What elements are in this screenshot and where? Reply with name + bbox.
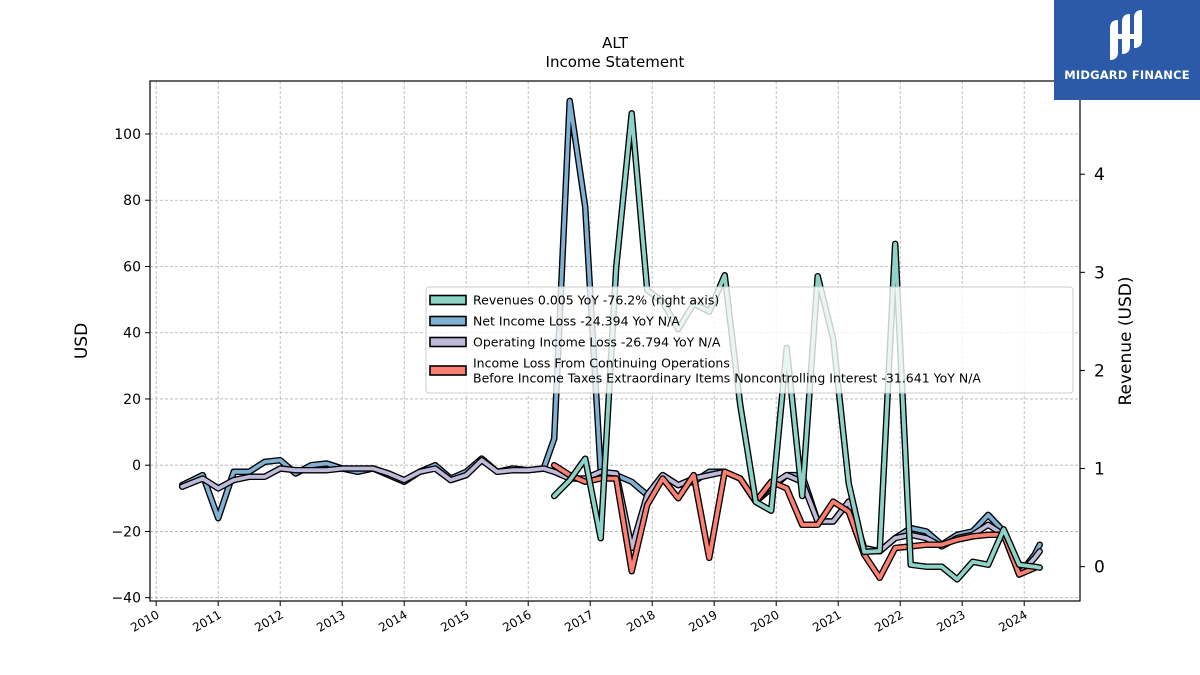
x-tick-label: 2014: [376, 607, 409, 634]
legend-entry: Income Loss From Continuing Operations: [473, 356, 730, 371]
x-axis: 2010 2011 2012 2013 2014 2015 2016 2017 2018 2019…: [128, 601, 1030, 635]
legend-swatch: [429, 336, 467, 348]
y-axis-left: −40 −20 0 20 40 60 80 100: [111, 127, 150, 607]
y-right-tick-label: 2: [1094, 361, 1105, 381]
legend-entry: Revenues 0.005 YoY -76.2% (right axis): [473, 293, 719, 308]
midgard-finance-logo: MIDGARD FINANCE: [1054, 0, 1200, 100]
legend-entry: Net Income Loss -24.394 YoY N/A: [473, 314, 680, 329]
y-axis-right-label: Revenue (USD): [1116, 276, 1136, 405]
x-tick-label: 2023: [934, 607, 967, 634]
x-tick-label: 2022: [872, 607, 905, 634]
x-tick-label: 2010: [128, 607, 161, 634]
y-tick-label: 40: [123, 326, 141, 342]
chart-subtitle: Income Statement: [546, 53, 685, 71]
legend-box: [425, 286, 1074, 394]
y-tick-label: −20: [111, 524, 141, 540]
y-tick-label: 20: [123, 392, 141, 408]
x-tick-label: 2020: [748, 607, 781, 634]
y-tick-label: 80: [123, 193, 141, 209]
x-tick-label: 2021: [810, 607, 843, 634]
series-3: [550, 461, 1038, 582]
series-2: [178, 456, 1043, 578]
legend-swatch: [429, 294, 467, 306]
legend-swatch: [429, 315, 467, 327]
x-tick-label: 2013: [314, 607, 347, 634]
series-line: [552, 463, 1037, 580]
series-line: [180, 458, 1042, 577]
y-right-tick-label: 0: [1094, 558, 1105, 578]
x-tick-label: 2018: [624, 607, 657, 634]
y-right-tick-label: 1: [1094, 460, 1105, 480]
y-right-tick-label: 4: [1094, 165, 1105, 185]
y-tick-label: 100: [114, 127, 141, 143]
y-tick-label: −40: [111, 591, 141, 607]
x-tick-label: 2016: [500, 607, 533, 634]
y-axis-right: 0 1 2 3 4: [1080, 165, 1105, 578]
plot-frame: [149, 80, 1081, 602]
x-tick-label: 2019: [686, 607, 719, 634]
legend-entry: Before Income Taxes Extraordinary Items …: [473, 371, 981, 386]
x-tick-label: 2017: [562, 607, 595, 634]
legend: Revenues 0.005 YoY -76.2% (right axis) Ne…: [425, 286, 1074, 394]
x-tick-label: 2012: [252, 607, 285, 634]
logo-text: MIDGARD FINANCE: [1064, 68, 1190, 82]
x-tick-label: 2024: [996, 607, 1029, 634]
series-layer: [178, 97, 1043, 583]
legend-swatch: [429, 365, 467, 376]
series-0: [550, 110, 1043, 583]
x-tick-label: 2011: [190, 607, 223, 634]
legend-entry: Operating Income Loss -26.794 YoY N/A: [473, 335, 721, 350]
y-tick-label: 60: [123, 259, 141, 275]
y-tick-label: 0: [132, 458, 141, 474]
y-right-tick-label: 3: [1094, 263, 1105, 283]
series-line: [552, 111, 1042, 582]
x-tick-label: 2015: [438, 607, 471, 634]
y-axis-label: USD: [72, 323, 92, 359]
midgard-logo-icon: [1110, 10, 1142, 60]
chart-title: ALT: [602, 34, 629, 52]
